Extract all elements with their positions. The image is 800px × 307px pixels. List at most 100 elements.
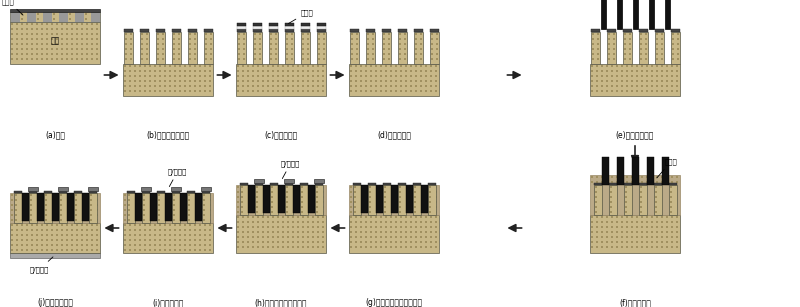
Bar [317,32,326,64]
Bar [262,185,270,213]
Bar [421,185,427,213]
Bar [236,64,326,96]
Bar [430,29,438,32]
Bar [202,193,210,223]
Bar [58,191,66,193]
Bar [367,183,375,185]
Bar [171,193,179,223]
Bar [236,215,326,253]
Bar [171,32,181,64]
Bar [654,32,663,64]
Bar [590,215,680,253]
Bar [269,23,278,26]
Bar [314,183,322,185]
Bar [606,32,615,64]
Text: 光刻胶: 光刻胶 [2,0,23,15]
Bar [186,191,194,193]
Bar [10,12,100,22]
Bar [638,183,646,185]
Bar [317,26,326,29]
Bar [22,193,29,221]
Bar [165,193,171,221]
Bar [349,215,439,253]
Bar [10,9,100,12]
Bar [293,185,299,213]
Bar [398,32,406,64]
Bar [269,29,278,32]
Text: 硅片: 硅片 [50,37,60,45]
Bar [314,179,323,183]
Bar [590,175,680,215]
Bar [349,185,439,215]
Bar [670,32,679,64]
Bar [150,193,157,221]
Bar [157,191,165,193]
Text: (a)光刻: (a)光刻 [45,130,65,139]
Bar [51,193,58,221]
Bar [126,193,134,223]
Text: (b)深反应离子腐蚀: (b)深反应离子腐蚀 [146,130,190,139]
Bar [654,183,662,185]
Bar [43,193,51,223]
Bar [366,32,374,64]
Bar [123,29,133,32]
Bar [29,193,37,223]
Bar [375,185,382,213]
Bar [285,183,293,185]
Bar [350,32,358,64]
Bar [367,185,375,215]
Bar [406,185,413,213]
Bar [278,185,285,213]
Bar [623,185,631,215]
Bar [10,253,100,258]
Text: (f)支撑层沉积: (f)支撑层沉积 [619,298,651,307]
Bar [669,185,677,215]
Bar [51,12,58,22]
Bar [413,183,421,185]
Text: (d)去除光刻胶: (d)去除光刻胶 [377,130,411,139]
Bar [350,29,358,32]
Bar [617,0,622,29]
Bar [14,193,22,223]
Bar [622,32,631,64]
Bar [353,183,361,185]
Bar [670,29,679,32]
Bar [590,64,680,96]
Bar [187,32,197,64]
Bar [253,26,262,29]
Bar [87,187,98,191]
Bar [270,185,278,215]
Bar [236,185,326,215]
Text: (e)碳纳米管生长: (e)碳纳米管生长 [616,130,654,139]
Text: 钛/金焊盘: 钛/金焊盘 [281,160,300,179]
Bar [301,26,310,29]
Bar [141,187,150,191]
Bar [74,191,82,193]
Bar [237,29,246,32]
Bar [638,185,646,215]
Bar [638,32,647,64]
Bar [139,32,149,64]
Bar [301,32,310,64]
Bar [123,32,133,64]
Bar [58,187,67,191]
Bar [317,23,326,26]
Text: (g)研磨和化学机械平坦化: (g)研磨和化学机械平坦化 [366,298,422,307]
Text: 催化层: 催化层 [288,9,314,24]
Bar [317,29,326,32]
Bar [285,29,294,32]
Bar [201,187,210,191]
Bar [590,29,599,32]
Bar [194,193,202,221]
Bar [10,22,100,64]
Bar [254,183,262,185]
Bar [366,29,374,32]
Bar [171,29,181,32]
Bar [74,193,82,223]
Bar [307,185,314,213]
Bar [398,185,406,215]
Bar [382,29,390,32]
Bar [14,191,22,193]
Bar [285,185,293,215]
Bar [382,183,390,185]
